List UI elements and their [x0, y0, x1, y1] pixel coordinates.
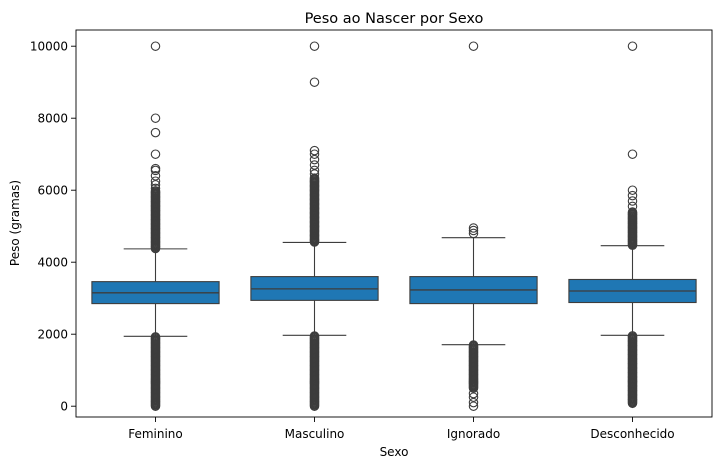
outlier-point: [309, 160, 320, 170]
outlier-point: [627, 196, 638, 206]
outlier-point: [150, 149, 161, 159]
y-tick-label: 2000: [37, 328, 68, 342]
outlier-point: [468, 225, 479, 236]
outlier-point: [150, 180, 161, 190]
outlier-point: [627, 149, 638, 159]
outlier-point: [309, 154, 320, 165]
outlier-point: [150, 171, 161, 181]
box-group-ignorado: [409, 41, 538, 411]
outlier-point: [150, 186, 161, 196]
outlier-point: [468, 223, 479, 233]
x-axis-label: Sexo: [380, 445, 409, 459]
outlier-point: [468, 397, 479, 408]
outlier-point: [309, 41, 320, 51]
outlier-point: [309, 169, 320, 179]
outlier-point: [627, 41, 638, 51]
outlier-point: [627, 201, 638, 212]
y-axis-label: Peso (gramas): [8, 180, 22, 266]
outlier-point: [150, 41, 161, 51]
y-tick-label: 0: [60, 400, 68, 414]
x-tick-label: Feminino: [128, 427, 183, 441]
chart-title: Peso ao Nascer por Sexo: [305, 11, 484, 27]
outlier-point: [627, 185, 638, 195]
outlier-point: [627, 207, 638, 217]
outlier-point: [150, 113, 161, 123]
box-group-feminino: [91, 41, 220, 411]
x-tick-label: Ignorado: [447, 427, 500, 441]
y-tick-label: 6000: [37, 184, 68, 198]
plot-frame: [75, 29, 713, 418]
outlier-point: [468, 392, 479, 402]
y-tick-label: 8000: [37, 112, 68, 126]
x-tick-label: Masculino: [285, 427, 345, 441]
outlier-point: [150, 176, 161, 186]
x-axis: Feminino Masculino Ignorado Desconhecido: [128, 417, 675, 441]
outlier-point: [468, 401, 479, 411]
box-group-desconhecido: [568, 41, 697, 409]
box-group-masculino: [250, 41, 379, 411]
x-tick-label: Desconhecido: [590, 427, 674, 441]
outlier-point: [150, 183, 161, 194]
y-tick-label: 10000: [30, 40, 68, 54]
outlier-point: [309, 77, 320, 87]
outlier-point: [150, 163, 161, 174]
boxes-layer: [91, 41, 697, 411]
outlier-point: [468, 41, 479, 51]
outlier-point: [309, 149, 320, 159]
y-tick-label: 4000: [37, 256, 68, 270]
y-axis: 0 2000 4000 6000 8000 10000: [30, 40, 76, 414]
outlier-point: [309, 173, 320, 183]
outlier-point: [309, 145, 320, 156]
outlier-point: [468, 388, 479, 399]
outlier-point: [150, 127, 161, 138]
outlier-point: [627, 190, 638, 201]
outlier-point: [309, 165, 320, 176]
